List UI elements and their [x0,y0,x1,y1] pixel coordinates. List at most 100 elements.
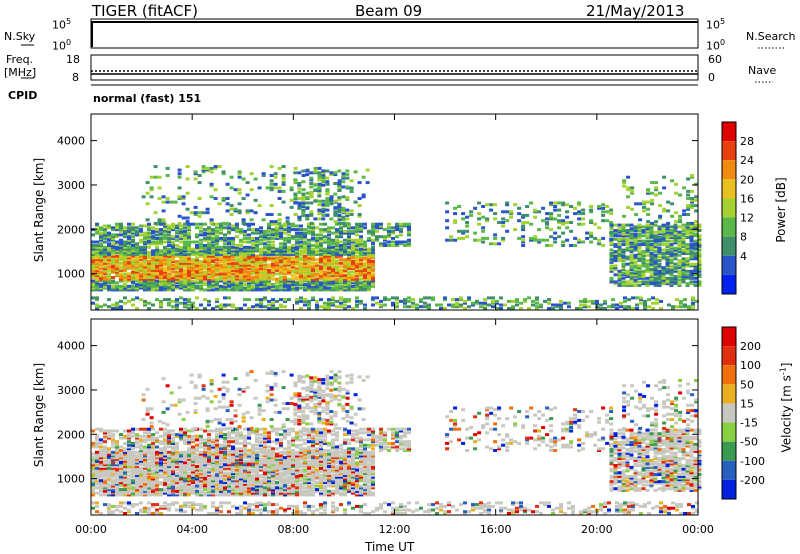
power-cell [195,263,199,267]
power-cell [247,298,251,302]
velocity-cell [163,475,167,479]
power-cell [613,230,618,234]
velocity-cell [219,481,223,484]
power-cell [291,258,295,262]
power-cell [259,268,263,272]
power-cell [183,242,187,246]
velocity-cell [95,456,99,460]
velocity-cell [279,484,283,488]
station-title: TIGER (fitACF) [92,2,199,20]
power-cell [333,210,338,214]
power-cell [215,283,219,287]
power-cell [223,261,227,265]
power-cell [263,283,267,287]
velocity-cell [279,473,283,477]
power-cell [167,281,171,285]
power-cell [135,258,139,262]
power-cell [147,226,151,230]
power-cell [677,282,682,286]
power-cell [559,303,563,307]
power-cell [665,268,670,271]
power-cell [163,263,167,267]
velocity-cell [247,486,251,490]
velocity-cell [267,472,271,476]
power-cell [147,283,151,287]
power-cell [131,261,135,265]
velocity-cell [155,475,159,479]
velocity-cell [207,456,211,460]
power-cell [561,231,566,235]
velocity-cell [239,477,243,481]
velocity-cell [131,450,135,454]
power-cell [347,233,351,237]
power-cell [349,179,354,183]
velocity-cell [191,489,195,493]
velocity-cell [171,454,175,458]
velocity-cell [211,450,215,454]
velocity-cell [183,466,187,470]
power-cell [641,229,646,232]
power-cell [91,268,95,272]
power-cell [637,227,642,231]
power-cell [219,238,223,242]
power-cell [665,276,670,280]
velocity-cell [123,482,127,486]
power-cell [311,268,315,272]
velocity-cell [223,477,227,481]
power-cell [203,222,207,226]
power-cell [674,220,679,224]
power-cell [335,228,339,232]
power-cell [533,215,538,219]
power-cell [387,226,391,230]
power-cell [359,272,363,276]
power-cell [235,254,239,258]
power-cell [219,231,223,235]
power-cell [415,307,419,310]
power-cell [319,236,323,240]
power-cell [371,267,375,271]
power-cell [163,224,167,228]
velocity-cell [143,463,147,467]
velocity-cell [107,463,111,467]
power-cell [367,272,371,276]
power-cell [141,195,146,199]
power-cell [451,305,455,309]
power-cell [341,206,346,210]
velocity-cell [91,459,95,463]
velocity-cell [191,468,195,472]
power-cell [145,202,150,206]
velocity-cell [195,477,199,481]
velocity-cell [227,482,231,486]
power-cell [91,244,95,247]
power-cell [295,249,299,253]
power-cell [315,245,319,249]
power-cell [355,270,359,274]
power-cell [686,177,691,181]
power-cell [611,303,615,307]
power-cell [359,258,363,262]
velocity-cell [123,489,127,493]
power-cell [629,266,634,270]
power-cell [649,255,654,259]
power-cell [215,256,219,260]
power-cell [697,248,702,252]
power-cell [673,237,678,241]
power-cell [123,267,127,271]
power-cell [171,284,175,288]
power-cell [207,279,211,283]
power-colorbar-segment [722,255,736,275]
power-cell [685,282,690,286]
velocity-cell [159,468,163,472]
power-cell [269,204,274,208]
power-cell [686,205,691,209]
velocity-cell [119,493,123,497]
power-cell [685,273,690,277]
power-cell [265,186,270,190]
power-cell [613,273,618,277]
power-cell [337,221,342,225]
velocity-cell [99,457,103,461]
velocity-cell [127,482,131,486]
velocity-cell [199,493,203,497]
power-cell [235,276,239,279]
power-cell [155,288,159,292]
